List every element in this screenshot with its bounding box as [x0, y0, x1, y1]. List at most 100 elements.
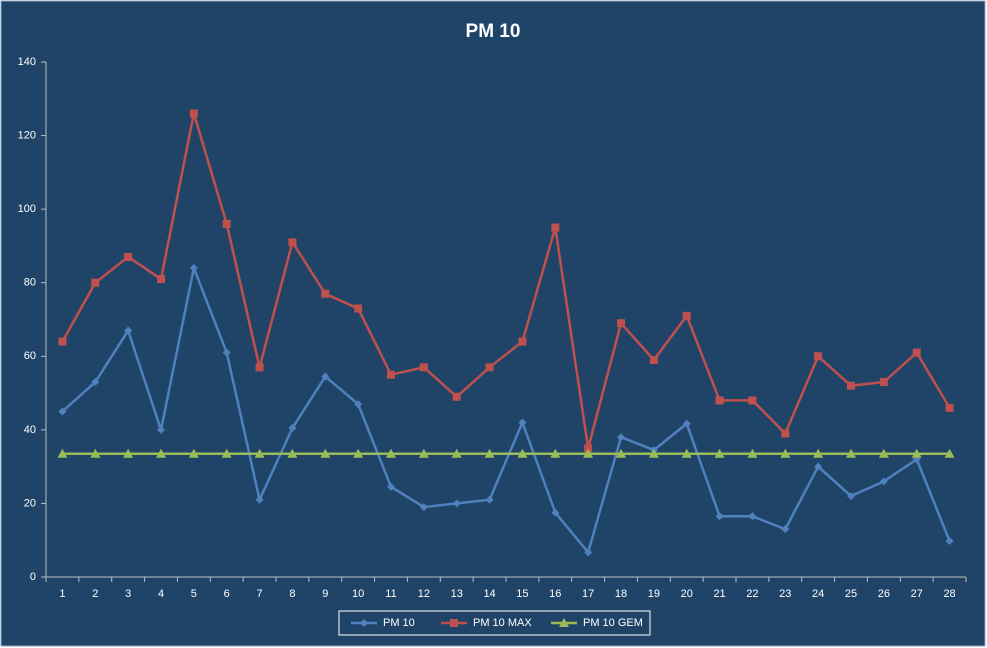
y-tick-label: 20 — [24, 497, 36, 509]
series-line — [61, 263, 951, 555]
x-tick-label: 14 — [483, 588, 495, 600]
legend-label: PM 10 — [383, 617, 415, 629]
x-tick-label: 21 — [713, 588, 725, 600]
data-point — [617, 433, 625, 442]
legend-box — [338, 610, 651, 636]
x-tick-label: 23 — [779, 588, 791, 600]
data-point — [681, 448, 692, 458]
data-point — [387, 482, 395, 491]
data-point — [156, 448, 166, 458]
data-point — [814, 462, 823, 471]
x-tick-label: 17 — [582, 588, 594, 600]
data-point — [551, 223, 560, 232]
y-tick-label: 60 — [24, 350, 36, 362]
data-point — [649, 355, 658, 364]
data-point — [157, 425, 165, 434]
data-point — [354, 400, 363, 409]
y-tick-label: 140 — [18, 56, 36, 68]
data-point — [616, 448, 626, 458]
x-tick-label: 11 — [385, 588, 396, 600]
x-tick-label: 28 — [943, 588, 955, 600]
data-point — [451, 448, 462, 458]
data-point — [583, 448, 594, 458]
data-point — [748, 512, 757, 521]
x-tick-label: 15 — [516, 588, 528, 600]
x-tick-label: 20 — [681, 588, 693, 600]
y-tick-label: 40 — [24, 424, 36, 436]
data-point — [288, 424, 297, 433]
data-point — [551, 508, 560, 517]
y-tick-label: 120 — [18, 129, 36, 141]
x-tick-label: 4 — [158, 588, 164, 600]
data-point — [584, 548, 593, 557]
data-point — [288, 238, 297, 247]
legend-label: PM 10 GEM — [583, 617, 643, 629]
x-tick-label: 8 — [289, 588, 295, 600]
y-tick-label: 80 — [24, 277, 36, 289]
data-point — [419, 503, 428, 512]
data-point — [452, 499, 461, 508]
series-line — [61, 113, 951, 449]
x-tick-label: 5 — [191, 588, 197, 600]
data-point — [879, 378, 888, 387]
data-point — [222, 348, 231, 357]
data-point — [189, 109, 198, 118]
legend-marker — [559, 618, 569, 627]
data-point — [550, 448, 561, 458]
x-tick-label: 18 — [615, 588, 627, 600]
data-point — [452, 392, 461, 401]
y-tick-label: 0 — [30, 571, 36, 583]
data-point — [878, 448, 889, 458]
data-point — [945, 403, 954, 412]
chart-title: PM 10 — [466, 21, 521, 42]
data-point — [517, 448, 528, 458]
data-point — [418, 448, 429, 458]
data-point — [911, 448, 922, 458]
data-point — [387, 370, 395, 379]
data-point — [353, 448, 364, 458]
data-point — [847, 381, 855, 390]
data-point — [485, 495, 494, 504]
data-point — [781, 525, 790, 534]
x-tick-label: 7 — [257, 588, 263, 600]
x-tick-label: 16 — [549, 588, 561, 600]
data-point — [255, 495, 264, 504]
data-point — [780, 448, 791, 458]
data-point — [484, 448, 495, 458]
data-point — [944, 448, 955, 458]
data-point — [781, 429, 790, 438]
x-tick-label: 27 — [911, 588, 923, 600]
data-point — [123, 448, 134, 458]
x-tick-label: 9 — [322, 588, 328, 600]
data-point — [682, 311, 691, 320]
data-point — [945, 536, 954, 545]
x-tick-label: 12 — [418, 588, 430, 600]
data-point — [90, 448, 101, 458]
data-point — [254, 448, 265, 458]
data-point — [321, 289, 330, 298]
data-point — [58, 337, 67, 346]
x-tick-label: 24 — [812, 588, 824, 600]
legend-marker — [450, 619, 458, 627]
data-point — [714, 448, 725, 458]
x-tick-label: 10 — [352, 588, 364, 600]
x-tick-label: 2 — [92, 588, 98, 600]
data-point — [354, 304, 363, 313]
data-point — [188, 448, 199, 458]
x-tick-label: 19 — [648, 588, 660, 600]
data-point — [57, 448, 68, 458]
data-point — [222, 219, 231, 228]
data-point — [682, 419, 691, 428]
data-point — [124, 326, 133, 335]
x-tick-label: 3 — [125, 588, 131, 600]
data-point — [584, 444, 593, 453]
data-point — [287, 448, 298, 458]
x-tick-label: 1 — [59, 588, 65, 600]
data-point — [748, 396, 757, 405]
data-point — [419, 363, 428, 372]
data-point — [715, 396, 724, 405]
data-point — [386, 448, 396, 458]
